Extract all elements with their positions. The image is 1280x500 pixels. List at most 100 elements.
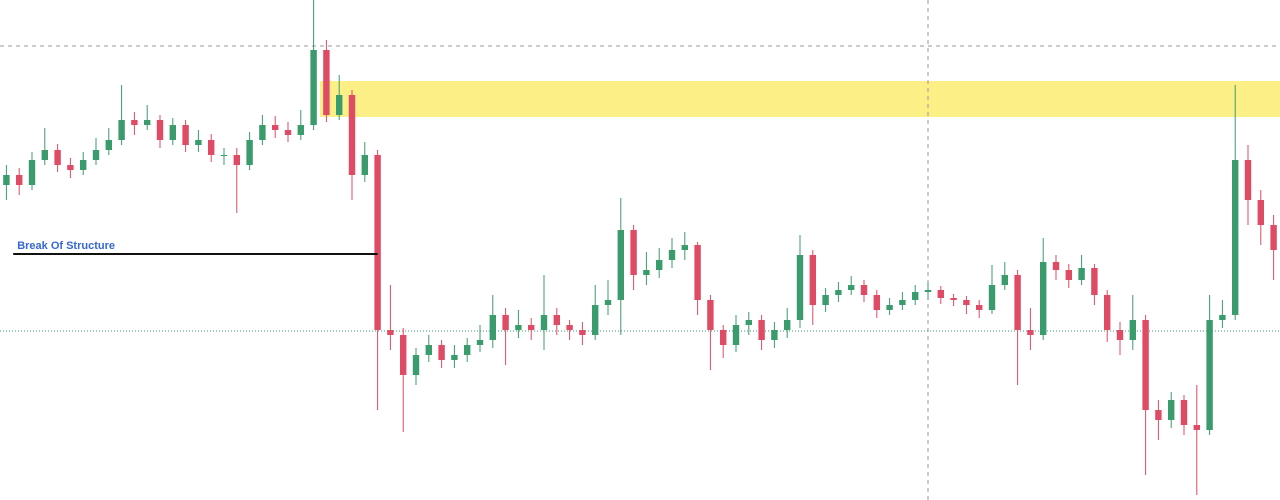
candle-body bbox=[873, 295, 880, 310]
candle-body bbox=[694, 245, 701, 300]
candle-body bbox=[387, 330, 394, 335]
candle-body bbox=[515, 325, 522, 330]
candle-body bbox=[1129, 320, 1136, 340]
candle-body bbox=[771, 330, 778, 340]
candle-body bbox=[28, 160, 36, 185]
candle-body bbox=[259, 125, 266, 140]
candle-body bbox=[566, 325, 573, 330]
candle-body bbox=[950, 298, 957, 300]
candle-body bbox=[886, 305, 893, 310]
candle-body bbox=[284, 130, 292, 135]
candle-body bbox=[438, 345, 445, 360]
candle-body bbox=[1168, 400, 1175, 420]
candle-body bbox=[681, 245, 688, 250]
candle-body bbox=[784, 320, 791, 330]
candle-body bbox=[1244, 160, 1252, 200]
candle-body bbox=[630, 230, 637, 275]
candle-body bbox=[92, 150, 100, 160]
candle-body bbox=[1116, 330, 1124, 340]
candle-body bbox=[400, 335, 407, 375]
candle-body bbox=[412, 355, 420, 375]
candle-body bbox=[668, 250, 676, 260]
candle-body bbox=[745, 320, 752, 325]
candle-body bbox=[1206, 320, 1213, 430]
candle-body bbox=[1104, 295, 1111, 330]
candle-body bbox=[1142, 320, 1149, 410]
candle-body bbox=[758, 320, 765, 340]
candle-body bbox=[464, 345, 471, 355]
candle-body bbox=[1001, 275, 1008, 285]
candle-body bbox=[707, 300, 714, 330]
candle-body bbox=[848, 285, 855, 290]
candle-body bbox=[1078, 268, 1085, 280]
candle-body bbox=[220, 155, 228, 156]
candle-body bbox=[617, 230, 624, 300]
candle-body bbox=[1232, 160, 1239, 315]
candle-body bbox=[592, 305, 599, 335]
candle-body bbox=[720, 330, 727, 345]
candle-body bbox=[604, 300, 612, 305]
candle-body bbox=[1193, 425, 1200, 430]
candle-body bbox=[67, 165, 74, 170]
candle-body bbox=[502, 315, 509, 330]
supply-zone bbox=[320, 81, 1280, 117]
candle-body bbox=[336, 95, 343, 115]
candle-body bbox=[656, 260, 663, 270]
candle-body bbox=[297, 125, 304, 135]
candle-body bbox=[1219, 315, 1226, 320]
candle-body bbox=[899, 300, 906, 305]
candle-body bbox=[156, 120, 164, 140]
candle-body bbox=[16, 175, 23, 185]
candle-body bbox=[1065, 270, 1072, 280]
candle-body bbox=[1270, 225, 1277, 250]
candle-body bbox=[1257, 200, 1264, 225]
candle-body bbox=[835, 290, 842, 295]
candle-body bbox=[1052, 262, 1060, 270]
candle-body bbox=[1091, 268, 1098, 295]
candle-body bbox=[310, 50, 317, 125]
candle-body bbox=[809, 255, 816, 305]
candle-body bbox=[1180, 400, 1188, 425]
candle-body bbox=[80, 160, 87, 170]
candle-body bbox=[182, 125, 189, 145]
candle-body bbox=[924, 290, 932, 292]
candle-body bbox=[976, 305, 983, 310]
candle-body bbox=[361, 155, 368, 175]
candle-body bbox=[1155, 410, 1162, 420]
candle-body bbox=[131, 120, 138, 125]
candle-body bbox=[937, 290, 944, 298]
candle-body bbox=[3, 175, 10, 185]
candle-body bbox=[451, 355, 458, 360]
candle-body bbox=[796, 255, 804, 320]
candle-body bbox=[169, 125, 176, 140]
candle-body bbox=[476, 340, 484, 345]
candle-body bbox=[988, 285, 996, 310]
candle-body bbox=[579, 330, 586, 335]
candle-body bbox=[643, 270, 650, 275]
candle-body bbox=[272, 125, 279, 130]
candle-body bbox=[1027, 330, 1034, 335]
candle-body bbox=[860, 285, 868, 295]
candle-body bbox=[732, 325, 740, 345]
candle-body bbox=[822, 295, 829, 305]
candle-body bbox=[233, 155, 240, 165]
candle-body bbox=[912, 292, 919, 300]
bos-label: Break Of Structure bbox=[17, 240, 115, 252]
candle-body bbox=[1040, 262, 1047, 335]
candle-body bbox=[540, 315, 548, 330]
candle-body bbox=[323, 50, 330, 115]
candle-body bbox=[489, 315, 496, 340]
candle-body bbox=[425, 345, 432, 355]
candle-body bbox=[246, 140, 253, 165]
candle-body bbox=[374, 155, 381, 330]
candle-body bbox=[528, 325, 535, 330]
candle-body bbox=[41, 150, 48, 160]
candle-body bbox=[105, 140, 112, 150]
candle-body bbox=[348, 95, 356, 175]
candle-body bbox=[118, 120, 125, 140]
candle-body bbox=[553, 315, 560, 325]
candle-body bbox=[54, 150, 61, 165]
candle-body bbox=[1014, 275, 1021, 330]
candle-body bbox=[144, 120, 151, 125]
